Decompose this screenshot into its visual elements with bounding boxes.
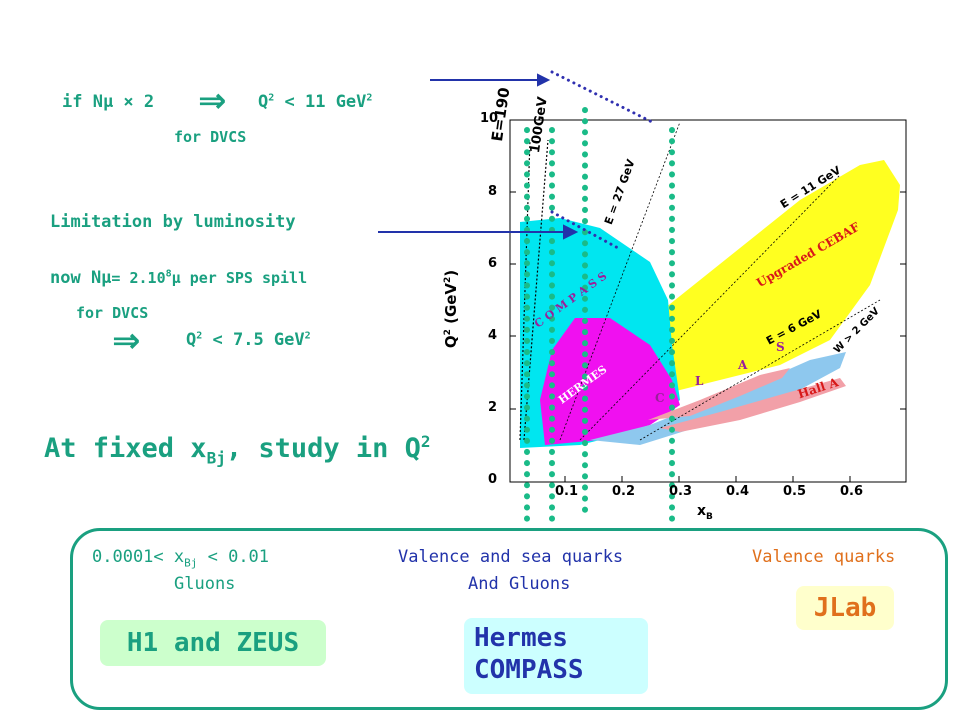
tag-hermes-compass: Hermes COMPASS bbox=[464, 618, 648, 694]
halla-region-2 bbox=[660, 378, 846, 432]
y-axis-label-close: ) bbox=[442, 269, 461, 277]
y-tick-label: 2 bbox=[488, 400, 498, 415]
plot-frame bbox=[509, 119, 907, 483]
col1-line2: Gluons bbox=[174, 574, 236, 594]
now-prefix: now Nμ bbox=[50, 268, 112, 288]
col3-line1: Valence quarks bbox=[752, 547, 896, 567]
now-sup: 8 bbox=[165, 268, 172, 280]
note-limitation: Limitation by luminosity bbox=[50, 212, 296, 232]
y-ticks bbox=[510, 119, 906, 483]
x-ticks bbox=[564, 476, 851, 482]
headline-sup: 2 bbox=[420, 432, 431, 451]
label-clas-c: C bbox=[655, 391, 665, 405]
hermes-region bbox=[540, 318, 680, 445]
x-tick-label: 0.1 bbox=[555, 484, 579, 499]
x-tick-label: 0.4 bbox=[726, 484, 750, 499]
blue-dots-upper bbox=[550, 70, 654, 124]
q-text: Q bbox=[258, 92, 269, 112]
y-axis-label-q: Q bbox=[442, 335, 461, 349]
now-eq: = 2.10 bbox=[111, 269, 166, 287]
tag-compass-label: COMPASS bbox=[474, 655, 584, 685]
halla-region-1 bbox=[648, 368, 790, 420]
col2-line1: Valence and sea quarks bbox=[398, 547, 624, 567]
x-tick-label: 0.6 bbox=[840, 484, 864, 499]
q-rest: < 11 GeV bbox=[274, 92, 367, 112]
x-tick-label: 0.3 bbox=[669, 484, 693, 499]
y-axis-label-sup: 2 bbox=[443, 329, 454, 336]
note-q2-limit-lower: Q2 < 7.5 GeV2 bbox=[186, 330, 311, 350]
now-mu: μ per SPS spill bbox=[171, 269, 308, 287]
note-muon-prefix: if Nμ bbox=[62, 92, 124, 112]
e11-line bbox=[579, 174, 841, 441]
headline-prefix: At fixed x bbox=[44, 433, 207, 464]
tag-jlab-label: JLab bbox=[813, 593, 877, 623]
col1-post: < 0.01 bbox=[197, 547, 270, 567]
note-arrows bbox=[378, 73, 579, 240]
tag-hermes-label: Hermes bbox=[474, 623, 568, 653]
y-axis-label-unit: (GeV bbox=[442, 282, 461, 330]
note-for-dvcs-lower: for DVCS bbox=[76, 304, 149, 322]
label-clas-s: S bbox=[776, 340, 785, 354]
y-tick-label: 10 bbox=[480, 111, 499, 126]
x-tick-label: 0.5 bbox=[783, 484, 807, 499]
q-rest-lower: < 7.5 GeV bbox=[202, 330, 305, 350]
x-tick-label: 0.2 bbox=[612, 484, 636, 499]
implies-arrow-icon: ⇒ bbox=[198, 81, 227, 121]
teal-dotted-lines bbox=[524, 107, 675, 523]
q-rest-sup-lower: 2 bbox=[304, 330, 311, 342]
note-for-dvcs-upper: for DVCS bbox=[174, 128, 247, 146]
label-clas-l: L bbox=[695, 374, 704, 388]
tag-jlab: JLab bbox=[796, 586, 894, 630]
col2-line2: And Gluons bbox=[468, 574, 571, 594]
summary-box bbox=[70, 528, 948, 710]
x-axis-label-text: x bbox=[697, 503, 707, 519]
x-axis-label-sub: B bbox=[706, 511, 713, 522]
note-muon-two: 2 bbox=[133, 92, 155, 112]
times-symbol: × bbox=[123, 92, 134, 112]
y-axis-label: Q2 (GeV2) bbox=[442, 270, 460, 348]
q-sup: 2 bbox=[268, 92, 275, 104]
y-axis-label-unit-sup: 2 bbox=[443, 276, 454, 283]
tag-h1-zeus-label: H1 and ZEUS bbox=[126, 628, 300, 658]
col1-line1: 0.0001< xBj < 0.01 bbox=[92, 547, 269, 569]
y-tick-label: 6 bbox=[488, 256, 498, 271]
blue-dots-lower bbox=[550, 210, 620, 250]
q-sup-lower: 2 bbox=[196, 330, 203, 342]
headline: At fixed xBj, study in Q2 bbox=[44, 432, 431, 467]
note-q2-limit-upper: Q2 < 11 GeV2 bbox=[258, 92, 372, 112]
e27-line bbox=[559, 121, 681, 441]
col1-pre: 0.0001< x bbox=[92, 547, 185, 567]
note-muon-double: if Nμ × 2 bbox=[62, 92, 154, 112]
q-rest-sup: 2 bbox=[366, 92, 373, 104]
implies-arrow-icon: ⇒ bbox=[112, 321, 141, 361]
y-tick-label: 8 bbox=[488, 184, 498, 199]
label-clas-a: A bbox=[738, 358, 748, 372]
q-text-lower: Q bbox=[186, 330, 197, 350]
x-axis-label: xB bbox=[697, 503, 713, 522]
col1-sub: Bj bbox=[184, 556, 198, 570]
headline-sub: Bj bbox=[206, 448, 226, 468]
note-now-nmu: now Nμ= 2.108μ per SPS spill bbox=[50, 268, 307, 288]
blue-dotted-lines bbox=[550, 70, 654, 250]
y-tick-label: 4 bbox=[488, 328, 498, 343]
tag-h1-zeus: H1 and ZEUS bbox=[100, 620, 326, 666]
headline-mid: , study in Q bbox=[225, 433, 421, 464]
y-tick-label: 0 bbox=[488, 472, 498, 487]
